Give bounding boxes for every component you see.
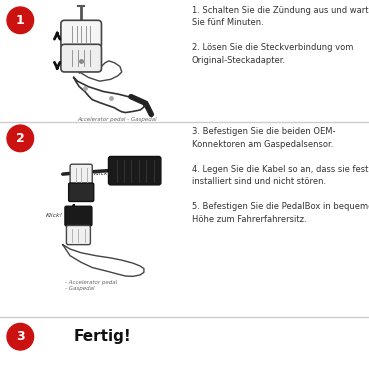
Text: 1. Schalten Sie die Zündung aus und warten
Sie fünf Minuten.

2. Lösen Sie die S: 1. Schalten Sie die Zündung aus und wart… bbox=[192, 6, 369, 65]
Text: Accelerator pedal - Gaspedal: Accelerator pedal - Gaspedal bbox=[77, 117, 157, 123]
Circle shape bbox=[7, 125, 34, 152]
Circle shape bbox=[7, 7, 34, 34]
FancyBboxPatch shape bbox=[69, 183, 94, 201]
FancyBboxPatch shape bbox=[66, 225, 90, 245]
FancyBboxPatch shape bbox=[70, 164, 92, 184]
Text: 3. Befestigen Sie die beiden OEM-
Konnektoren am Gaspedalsensor.

4. Legen Sie d: 3. Befestigen Sie die beiden OEM- Konnek… bbox=[192, 127, 369, 224]
Circle shape bbox=[7, 323, 34, 350]
Text: - Accelerator pedal
- Gaspedal: - Accelerator pedal - Gaspedal bbox=[65, 280, 117, 290]
FancyBboxPatch shape bbox=[65, 206, 92, 226]
FancyBboxPatch shape bbox=[108, 156, 161, 185]
Text: Fertig!: Fertig! bbox=[74, 329, 132, 344]
Text: 1: 1 bbox=[16, 14, 25, 27]
Text: Klick!: Klick! bbox=[93, 171, 110, 176]
Text: 2: 2 bbox=[16, 132, 25, 145]
FancyBboxPatch shape bbox=[61, 20, 101, 48]
Text: 3: 3 bbox=[16, 330, 25, 343]
Text: Klick!: Klick! bbox=[46, 213, 63, 218]
FancyBboxPatch shape bbox=[61, 44, 101, 72]
